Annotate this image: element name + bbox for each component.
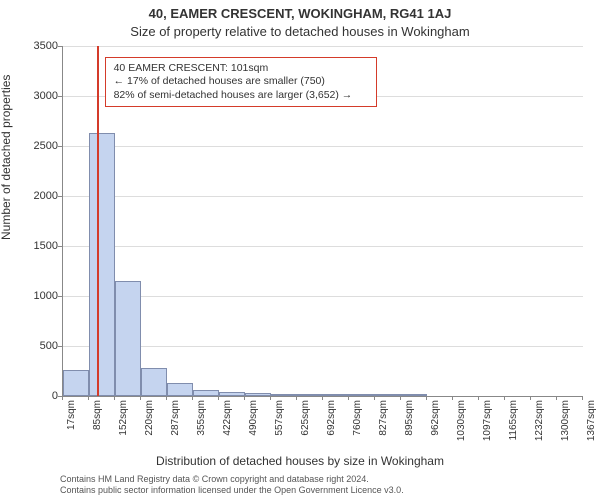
annotation-line: ← 17% of detached houses are smaller (75… [114, 75, 368, 89]
x-tick-label: 827sqm [378, 400, 390, 450]
x-tick-label: 625sqm [300, 400, 312, 450]
x-tick-label: 760sqm [352, 400, 364, 450]
x-tick-label: 355sqm [196, 400, 208, 450]
histogram-bar [89, 133, 114, 396]
histogram-bar [219, 392, 244, 396]
histogram-bar [271, 394, 296, 396]
x-tick-label: 287sqm [170, 400, 182, 450]
x-tick-label: 1030sqm [456, 400, 468, 450]
annotation-box: 40 EAMER CRESCENT: 101sqm← 17% of detach… [105, 57, 377, 108]
histogram-bar [245, 393, 270, 396]
page-title-line1: 40, EAMER CRESCENT, WOKINGHAM, RG41 1AJ [0, 6, 600, 21]
histogram-bar [401, 394, 426, 396]
x-tick-label: 557sqm [274, 400, 286, 450]
y-tick-label: 3000 [18, 90, 58, 102]
x-tick-label: 1300sqm [560, 400, 572, 450]
x-tick-label: 1165sqm [508, 400, 520, 450]
x-axis-label: Distribution of detached houses by size … [0, 454, 600, 468]
histogram-bar [167, 383, 192, 396]
y-tick-label: 1500 [18, 240, 58, 252]
histogram-bar [349, 394, 374, 396]
x-tick-label: 17sqm [66, 400, 78, 450]
y-tick-label: 500 [18, 340, 58, 352]
credits-line2: Contains public sector information licen… [60, 485, 580, 496]
x-tick-label: 220sqm [144, 400, 156, 450]
x-tick-label: 692sqm [326, 400, 338, 450]
annotation-line: 40 EAMER CRESCENT: 101sqm [114, 62, 368, 76]
x-tick-label: 895sqm [404, 400, 416, 450]
histogram-bar [115, 281, 140, 396]
histogram-bar [375, 394, 400, 396]
histogram-bar [193, 390, 218, 396]
x-tick-label: 85sqm [92, 400, 104, 450]
y-tick-label: 2500 [18, 140, 58, 152]
x-tick-label: 422sqm [222, 400, 234, 450]
annotation-line: 82% of semi-detached houses are larger (… [114, 89, 368, 103]
credits-line1: Contains HM Land Registry data © Crown c… [60, 474, 580, 485]
reference-line [97, 46, 99, 396]
x-tick-label: 1097sqm [482, 400, 494, 450]
histogram-bar [297, 394, 322, 396]
y-tick-label: 3500 [18, 40, 58, 52]
y-axis-label: Number of detached properties [0, 75, 13, 240]
histogram-bar [323, 394, 348, 396]
x-tick-label: 1367sqm [586, 400, 598, 450]
histogram-bar [63, 370, 88, 396]
credits: Contains HM Land Registry data © Crown c… [60, 474, 580, 497]
x-tick-label: 152sqm [118, 400, 130, 450]
y-tick-label: 1000 [18, 290, 58, 302]
x-tick-label: 1232sqm [534, 400, 546, 450]
y-tick-label: 2000 [18, 190, 58, 202]
y-tick-label: 0 [18, 390, 58, 402]
chart-plot-area: 40 EAMER CRESCENT: 101sqm← 17% of detach… [62, 46, 583, 397]
x-tick-label: 490sqm [248, 400, 260, 450]
x-tick-label: 962sqm [430, 400, 442, 450]
histogram-bar [141, 368, 166, 396]
page-title-line2: Size of property relative to detached ho… [0, 24, 600, 39]
